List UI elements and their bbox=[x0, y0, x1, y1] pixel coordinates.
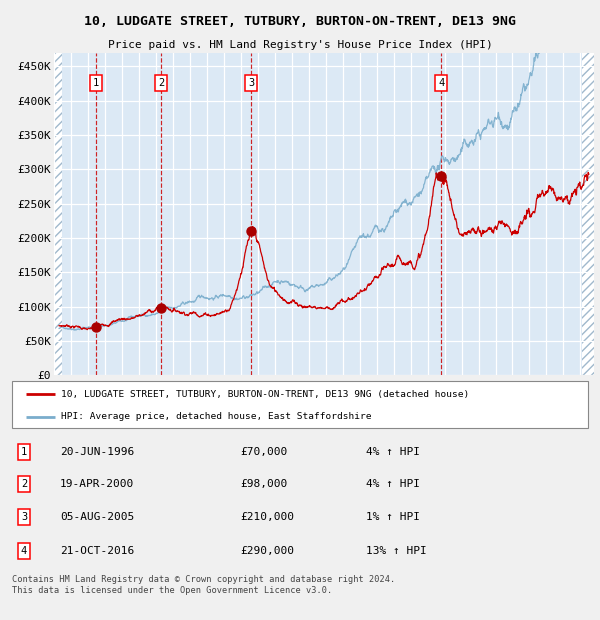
Bar bbox=[582, 53, 599, 375]
Text: Contains HM Land Registry data © Crown copyright and database right 2024.
This d: Contains HM Land Registry data © Crown c… bbox=[12, 575, 395, 595]
Text: 3: 3 bbox=[21, 512, 27, 523]
Text: 4% ↑ HPI: 4% ↑ HPI bbox=[366, 479, 420, 489]
Text: 19-APR-2000: 19-APR-2000 bbox=[60, 479, 134, 489]
Text: 2: 2 bbox=[158, 78, 164, 88]
Text: £210,000: £210,000 bbox=[240, 512, 294, 523]
Text: 2: 2 bbox=[21, 479, 27, 489]
Text: 4: 4 bbox=[438, 78, 444, 88]
Text: 21-OCT-2016: 21-OCT-2016 bbox=[60, 546, 134, 556]
Text: Price paid vs. HM Land Registry's House Price Index (HPI): Price paid vs. HM Land Registry's House … bbox=[107, 40, 493, 50]
Text: 3: 3 bbox=[248, 78, 254, 88]
Text: 13% ↑ HPI: 13% ↑ HPI bbox=[366, 546, 427, 556]
Text: 4% ↑ HPI: 4% ↑ HPI bbox=[366, 447, 420, 457]
Text: £70,000: £70,000 bbox=[240, 447, 287, 457]
Text: 1: 1 bbox=[21, 447, 27, 457]
Text: 4: 4 bbox=[21, 546, 27, 556]
Text: HPI: Average price, detached house, East Staffordshire: HPI: Average price, detached house, East… bbox=[61, 412, 371, 421]
Text: 05-AUG-2005: 05-AUG-2005 bbox=[60, 512, 134, 523]
Text: £290,000: £290,000 bbox=[240, 546, 294, 556]
FancyBboxPatch shape bbox=[12, 381, 588, 428]
Text: 1% ↑ HPI: 1% ↑ HPI bbox=[366, 512, 420, 523]
Text: 1: 1 bbox=[93, 78, 99, 88]
Text: 20-JUN-1996: 20-JUN-1996 bbox=[60, 447, 134, 457]
Text: £98,000: £98,000 bbox=[240, 479, 287, 489]
Text: 10, LUDGATE STREET, TUTBURY, BURTON-ON-TRENT, DE13 9NG (detached house): 10, LUDGATE STREET, TUTBURY, BURTON-ON-T… bbox=[61, 390, 469, 399]
Text: 10, LUDGATE STREET, TUTBURY, BURTON-ON-TRENT, DE13 9NG: 10, LUDGATE STREET, TUTBURY, BURTON-ON-T… bbox=[84, 15, 516, 28]
Bar bbox=[54, 53, 62, 375]
